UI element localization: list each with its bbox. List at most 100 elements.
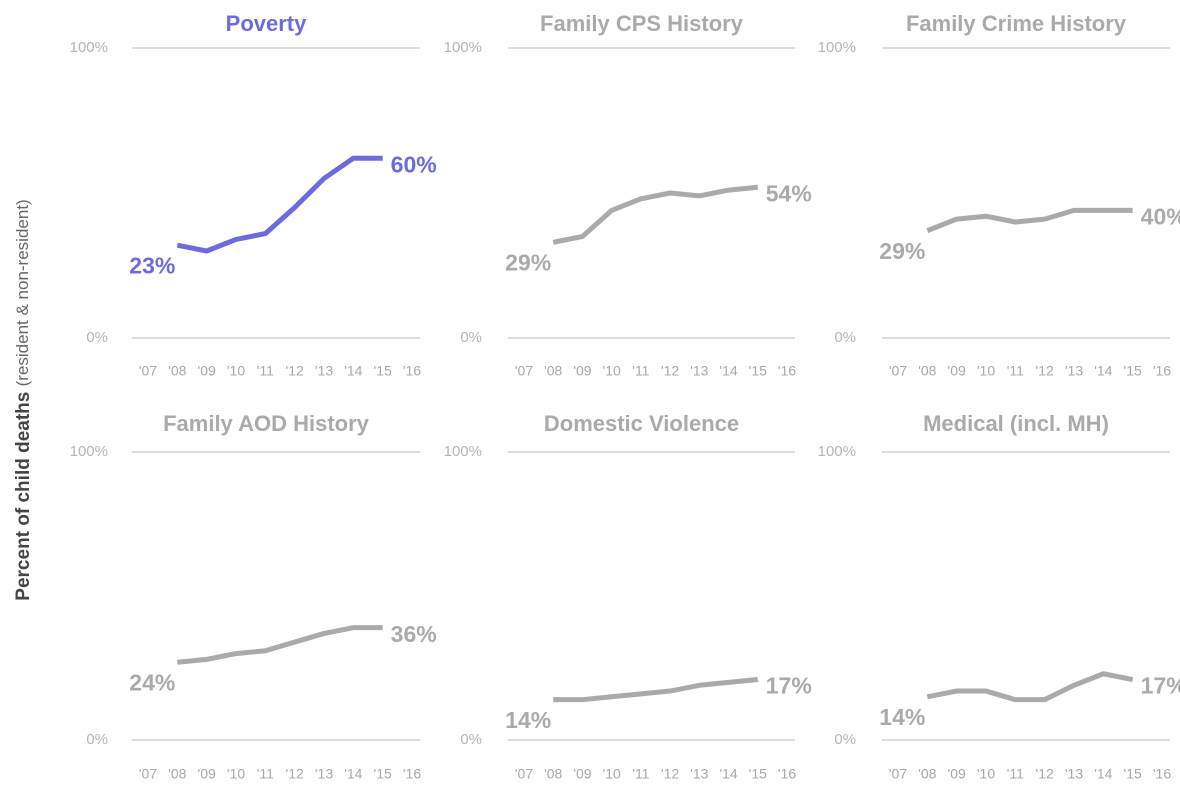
x-tick-label: '15 <box>749 766 767 782</box>
x-tick-label: '14 <box>344 363 362 379</box>
x-tick-label: '16 <box>1153 363 1171 379</box>
start-label: 29% <box>505 249 551 275</box>
x-tick-label: '07 <box>515 766 533 782</box>
start-label: 29% <box>879 238 925 264</box>
x-tick-label: '16 <box>1153 766 1171 782</box>
x-tick-label: '14 <box>1094 363 1112 379</box>
x-tick-label: '09 <box>573 363 591 379</box>
x-tick-label: '10 <box>227 363 245 379</box>
x-tick-label: '13 <box>1065 766 1083 782</box>
x-tick-label: '08 <box>544 363 562 379</box>
x-tick-label: '13 <box>690 766 708 782</box>
x-tick-label: '10 <box>227 766 245 782</box>
x-tick-label: '07 <box>889 766 907 782</box>
x-tick-label: '15 <box>374 766 392 782</box>
start-label: 14% <box>879 704 925 730</box>
series-line <box>553 677 759 703</box>
end-label: 40% <box>1141 203 1180 229</box>
x-tick-label: '12 <box>286 363 304 379</box>
x-tick-label: '16 <box>403 766 421 782</box>
y-axis-label-main: Percent of child deaths <box>13 392 34 601</box>
x-tick-label: '11 <box>1007 363 1024 379</box>
x-tick-label: '14 <box>719 766 737 782</box>
end-label: 17% <box>1141 673 1180 699</box>
x-tick-label: '12 <box>661 766 679 782</box>
y-axis-label-note: (resident & non-resident) <box>13 199 32 386</box>
x-tick-label: '11 <box>257 766 274 782</box>
end-label: 54% <box>766 180 812 206</box>
x-tick-label: '15 <box>374 363 392 379</box>
y-tick-label: 0% <box>86 731 108 748</box>
x-tick-label: '12 <box>286 766 304 782</box>
series-line <box>177 625 383 665</box>
start-label: 23% <box>129 252 175 278</box>
x-tick-label: '11 <box>632 363 649 379</box>
x-tick-label: '08 <box>168 766 186 782</box>
x-tick-label: '07 <box>139 363 157 379</box>
x-tick-label: '09 <box>198 766 216 782</box>
end-label: 17% <box>766 673 812 699</box>
x-tick-label: '09 <box>573 766 591 782</box>
x-tick-label: '07 <box>515 363 533 379</box>
y-tick-label: 0% <box>460 731 482 748</box>
y-axis-label: Percent of child deaths (resident & non-… <box>13 199 34 600</box>
start-label: 24% <box>129 669 175 695</box>
y-tick-label: 100% <box>444 39 482 56</box>
x-tick-label: '13 <box>315 766 333 782</box>
x-tick-label: '15 <box>1124 766 1142 782</box>
x-tick-label: '13 <box>690 363 708 379</box>
y-tick-label: 100% <box>818 39 856 56</box>
series-line <box>176 155 383 254</box>
x-tick-label: '07 <box>889 363 907 379</box>
x-tick-label: '09 <box>198 363 216 379</box>
start-label: 14% <box>505 707 551 733</box>
x-tick-label: '10 <box>977 766 995 782</box>
x-tick-label: '13 <box>1065 363 1083 379</box>
x-tick-label: '14 <box>719 363 737 379</box>
y-tick-label: 100% <box>70 39 108 56</box>
y-tick-label: 0% <box>834 731 856 748</box>
panel-title: Family Crime History <box>906 11 1127 36</box>
x-tick-label: '08 <box>168 363 186 379</box>
panel-title: Medical (incl. MH) <box>923 411 1109 436</box>
x-tick-label: '16 <box>778 363 796 379</box>
series-line <box>552 184 759 245</box>
y-tick-label: 0% <box>460 329 482 346</box>
x-tick-label: '13 <box>315 363 333 379</box>
x-tick-label: '16 <box>778 766 796 782</box>
y-tick-label: 100% <box>70 443 108 460</box>
end-label: 36% <box>391 621 437 647</box>
panel-title: Family CPS History <box>540 11 744 36</box>
series-line <box>926 207 1133 234</box>
x-tick-label: '10 <box>603 363 621 379</box>
panel-title: Poverty <box>226 11 307 36</box>
x-tick-label: '10 <box>603 766 621 782</box>
x-tick-label: '14 <box>1094 766 1112 782</box>
x-tick-label: '15 <box>1124 363 1142 379</box>
x-tick-label: '15 <box>749 363 767 379</box>
x-tick-label: '11 <box>1007 766 1024 782</box>
y-tick-label: 0% <box>86 329 108 346</box>
x-tick-label: '08 <box>918 363 936 379</box>
x-tick-label: '11 <box>257 363 274 379</box>
x-tick-label: '08 <box>918 766 936 782</box>
x-tick-label: '12 <box>661 363 679 379</box>
panel-title: Family AOD History <box>163 411 370 436</box>
series-line <box>926 671 1134 703</box>
x-tick-label: '16 <box>403 363 421 379</box>
y-tick-label: 0% <box>834 329 856 346</box>
y-tick-label: 100% <box>444 443 482 460</box>
x-tick-label: '14 <box>344 766 362 782</box>
x-tick-label: '09 <box>948 363 966 379</box>
x-tick-label: '08 <box>544 766 562 782</box>
x-tick-label: '09 <box>948 766 966 782</box>
x-tick-label: '11 <box>632 766 649 782</box>
x-tick-label: '07 <box>139 766 157 782</box>
y-tick-label: 100% <box>818 443 856 460</box>
end-label: 60% <box>391 151 437 177</box>
x-tick-label: '12 <box>1036 766 1054 782</box>
x-tick-label: '12 <box>1036 363 1054 379</box>
panel-title: Domestic Violence <box>544 411 739 436</box>
x-tick-label: '10 <box>977 363 995 379</box>
